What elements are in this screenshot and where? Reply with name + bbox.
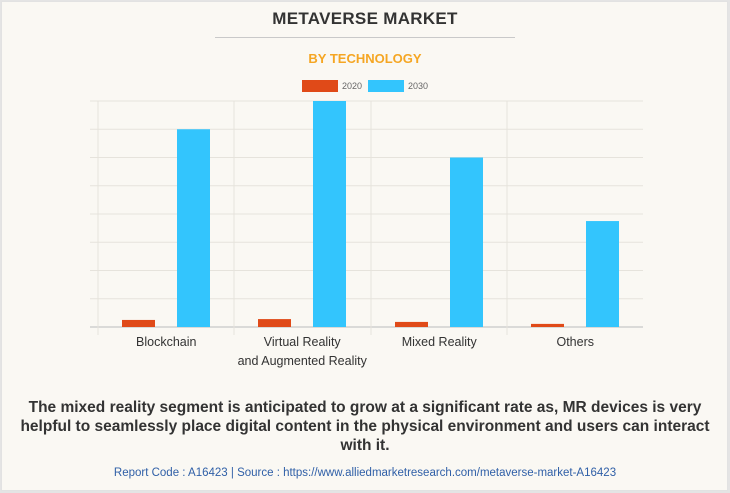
gridlines <box>90 100 643 335</box>
legend-item-2020[interactable]: 2020 <box>301 80 362 92</box>
x-tick-label: Mixed Reality <box>402 335 478 349</box>
x-tick-label-line: Virtual Reality <box>264 335 342 349</box>
title-divider <box>215 37 515 38</box>
bar-2020-3[interactable] <box>531 323 564 327</box>
bars <box>122 101 619 327</box>
legend-swatch-2030 <box>368 80 404 92</box>
bar-chart: Blockchain Virtual Reality and Augmented R… <box>90 100 643 368</box>
legend-item-2030[interactable]: 2030 <box>368 80 428 92</box>
chart-caption: The mixed reality segment is anticipated… <box>20 399 710 454</box>
x-tick-label-line: Blockchain <box>136 335 196 349</box>
bar-2020-1[interactable] <box>258 319 291 327</box>
x-axis-labels: Blockchain Virtual Reality and Augmented R… <box>136 335 594 368</box>
bar-2030-1[interactable] <box>313 101 346 327</box>
legend-swatch-2020 <box>301 80 338 92</box>
x-tick-label-line: Others <box>556 335 594 349</box>
bar-2030-0[interactable] <box>177 129 210 327</box>
legend-label-2020: 2020 <box>341 81 362 91</box>
x-tick-label: Virtual Reality and Augmented Reality <box>238 335 368 368</box>
legend-label-2030: 2030 <box>408 81 429 91</box>
x-tick-label: Others <box>556 335 594 349</box>
bar-2030-3[interactable] <box>586 221 619 327</box>
source-line[interactable]: Report Code : A16423 | Source : https://… <box>113 467 617 479</box>
legend: 2020 2030 <box>0 80 730 92</box>
x-tick-label-line: Mixed Reality <box>402 335 478 349</box>
bar-2020-2[interactable] <box>395 321 428 327</box>
bar-2020-0[interactable] <box>122 319 155 327</box>
x-tick-label-line: and Augmented Reality <box>238 354 368 368</box>
chart-subtitle: BY TECHNOLOGY <box>308 51 422 66</box>
chart-title: METAVERSE MARKET <box>272 9 458 28</box>
bar-2030-2[interactable] <box>450 157 483 328</box>
x-tick-label: Blockchain <box>136 335 196 349</box>
